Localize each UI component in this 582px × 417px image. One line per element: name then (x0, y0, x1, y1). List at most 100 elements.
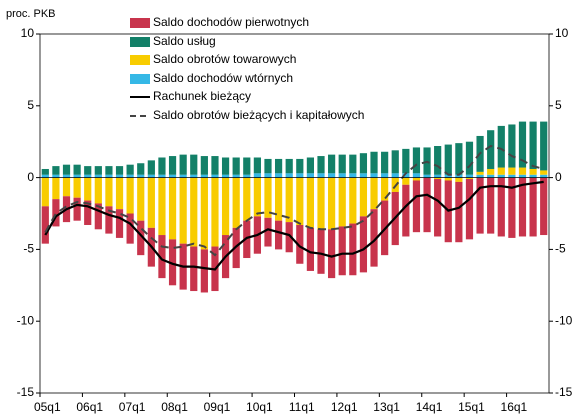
line (44, 144, 544, 257)
bar (179, 154, 187, 175)
y-tick-label: -5 (23, 242, 34, 256)
bar (253, 157, 261, 174)
legend-label: Saldo dochodów wtórnych (153, 71, 293, 85)
bar (487, 174, 495, 178)
bar (137, 220, 145, 256)
bar (264, 173, 272, 178)
bar (370, 209, 378, 267)
bar (168, 239, 177, 286)
y2-tick-label: 5 (555, 98, 562, 112)
bar (52, 199, 60, 227)
bar (328, 177, 336, 230)
bar (41, 206, 49, 244)
x-tick-label: 10q1 (246, 400, 273, 414)
bar (62, 174, 71, 178)
bar (168, 177, 177, 240)
bar (105, 174, 113, 178)
bar (126, 213, 134, 244)
bar (328, 229, 336, 279)
bar (317, 156, 325, 174)
bar (359, 153, 368, 174)
bar (434, 146, 442, 175)
bar (232, 157, 240, 175)
bar (41, 168, 49, 175)
bar (540, 170, 548, 175)
bar (338, 154, 346, 174)
x-tick-label: 13q1 (373, 400, 400, 414)
bar (317, 177, 325, 230)
bar (285, 158, 293, 174)
legend-label: Saldo obrotów bieżących i kapitałowych (153, 108, 364, 122)
x-tick-label: 11q1 (289, 400, 315, 414)
bar (105, 166, 113, 175)
bar (84, 200, 92, 225)
bar (296, 173, 304, 178)
bar (381, 151, 389, 174)
legend-label: Saldo usług (153, 34, 216, 48)
bar (243, 220, 251, 259)
y-tick-label: -10 (17, 313, 35, 327)
y2-tick-label: -15 (555, 385, 573, 399)
bar (306, 177, 315, 228)
y-axis-label: proc. PKB (6, 8, 56, 20)
bar (349, 223, 357, 276)
bar (221, 177, 230, 236)
bar (105, 206, 113, 234)
bar (370, 151, 378, 174)
legend-label: Saldo obrotów towarowych (153, 52, 296, 66)
bar (476, 174, 484, 178)
bar (94, 203, 102, 230)
bar (94, 177, 102, 204)
y-tick-label: 0 (27, 170, 34, 184)
bar (285, 173, 293, 178)
bar (391, 173, 399, 178)
bar (540, 174, 548, 178)
bar (359, 216, 368, 273)
bar (391, 150, 399, 174)
bar (190, 246, 198, 292)
bar (253, 173, 261, 178)
x-tick-label: 05q1 (34, 400, 61, 414)
x-tick-label: 07q1 (119, 400, 146, 414)
bar (84, 166, 92, 175)
bar (84, 174, 92, 178)
bar (115, 174, 124, 178)
bar (94, 174, 102, 178)
bar (540, 177, 548, 236)
bar (221, 157, 230, 175)
bar (274, 158, 283, 174)
bar (158, 174, 166, 178)
bar (518, 121, 527, 168)
bar (487, 130, 495, 169)
bar (168, 174, 177, 178)
bar (455, 177, 463, 182)
bar (444, 174, 452, 178)
x-tick-label: 15q1 (458, 400, 485, 414)
bar (73, 164, 81, 175)
bar (317, 229, 325, 274)
bar (518, 167, 527, 175)
bar (62, 164, 71, 175)
bar (274, 220, 283, 250)
legend-label: Rachunek bieżący (153, 89, 251, 103)
bar (200, 177, 208, 250)
bar (508, 124, 516, 168)
bar (221, 174, 230, 178)
bar (147, 177, 155, 228)
bar (190, 177, 198, 247)
bar (402, 148, 410, 174)
bar (158, 157, 166, 175)
bar (232, 174, 240, 178)
x-tick-label: 08q1 (161, 400, 188, 414)
bar (296, 158, 304, 174)
bar (158, 177, 166, 236)
bar (296, 177, 304, 225)
y2-tick-label: 10 (555, 26, 569, 40)
x-tick-label: 12q1 (331, 400, 358, 414)
bar (285, 222, 293, 253)
bar (465, 141, 474, 175)
bar (137, 174, 145, 178)
bar (529, 121, 537, 169)
bar (94, 166, 102, 175)
bar (73, 197, 81, 221)
